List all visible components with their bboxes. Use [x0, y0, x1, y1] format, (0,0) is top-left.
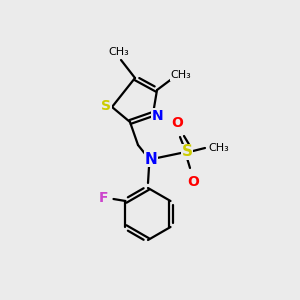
Text: CH₃: CH₃ — [208, 143, 230, 153]
Text: F: F — [99, 191, 108, 205]
Text: O: O — [187, 175, 199, 189]
Text: N: N — [145, 152, 158, 166]
Text: CH₃: CH₃ — [109, 47, 129, 57]
Text: S: S — [101, 99, 111, 113]
Text: S: S — [182, 145, 193, 160]
Text: O: O — [171, 116, 183, 130]
Text: CH₃: CH₃ — [171, 70, 191, 80]
Text: N: N — [152, 109, 164, 123]
